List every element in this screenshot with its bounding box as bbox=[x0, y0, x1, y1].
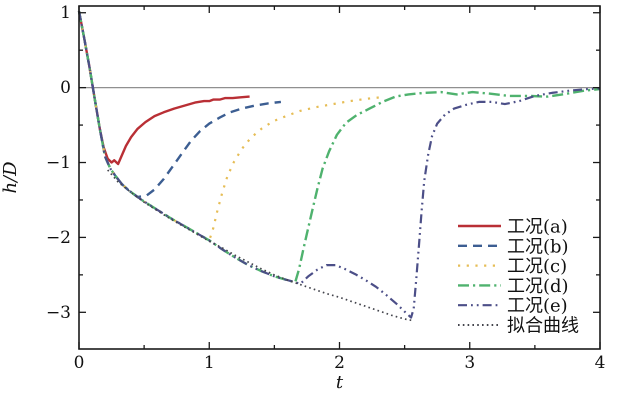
series-fit-line bbox=[107, 169, 413, 322]
legend-label-c: 工况(c) bbox=[507, 256, 567, 277]
y-tick-label: 1 bbox=[60, 3, 71, 23]
series-c-line bbox=[77, 10, 381, 242]
y-tick-label: −3 bbox=[46, 303, 71, 323]
x-tick-label: 4 bbox=[595, 353, 606, 373]
x-tick-label: 3 bbox=[464, 353, 475, 373]
legend-label-a: 工况(a) bbox=[507, 217, 568, 238]
y-axis-label: h/D bbox=[0, 161, 21, 194]
y-tick-label: −2 bbox=[46, 228, 71, 248]
y-tick-label: 0 bbox=[60, 78, 71, 98]
y-tick-label: −1 bbox=[46, 153, 71, 173]
x-tick-label: 0 bbox=[74, 353, 85, 373]
legend-label-fit: 拟合曲线 bbox=[507, 316, 579, 337]
legend-label-d: 工况(d) bbox=[507, 276, 569, 297]
x-axis-label: t bbox=[336, 372, 344, 393]
x-tick-label: 1 bbox=[204, 353, 215, 373]
series-b-line bbox=[77, 10, 282, 199]
legend-label-e: 工况(e) bbox=[507, 296, 568, 317]
x-tick-label: 2 bbox=[334, 353, 345, 373]
legend-label-b: 工况(b) bbox=[507, 236, 569, 257]
